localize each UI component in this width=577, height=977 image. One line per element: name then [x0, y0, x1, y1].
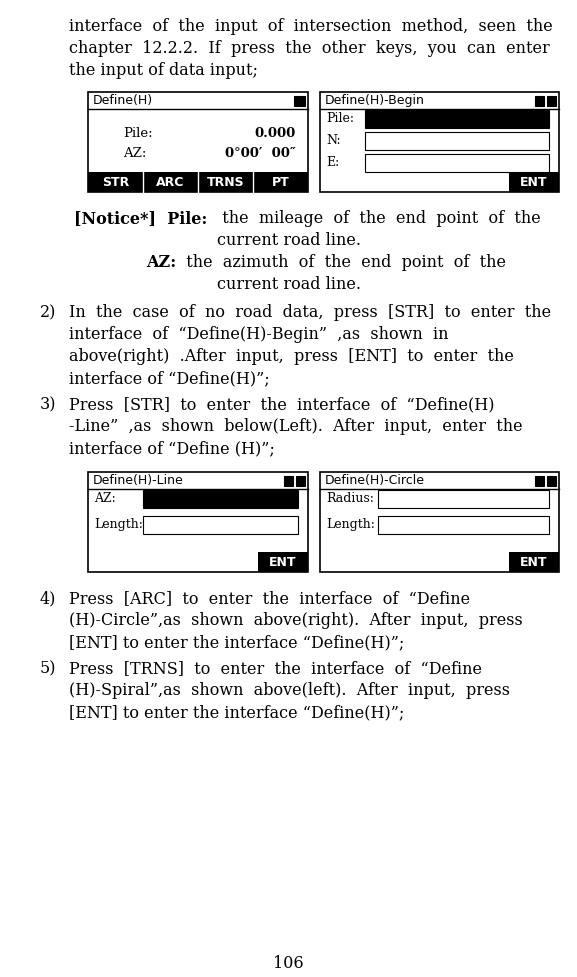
Text: In  the  case  of  no  road  data,  press  [STR]  to  enter  the: In the case of no road data, press [STR]… [69, 304, 551, 321]
Text: the  azimuth  of  the  end  point  of  the: the azimuth of the end point of the [176, 254, 506, 271]
Bar [143, 172, 198, 192]
Text: interface  of  the  input  of  intersection  method,  seen  the: interface of the input of intersection m… [69, 18, 553, 35]
Bar [284, 476, 293, 486]
Bar [320, 92, 559, 192]
Bar [365, 110, 549, 128]
Text: the  mileage  of  the  end  point  of  the: the mileage of the end point of the [212, 210, 541, 227]
Text: Define(H): Define(H) [93, 94, 153, 107]
Text: 4): 4) [40, 590, 57, 607]
Text: current road line.: current road line. [217, 276, 361, 293]
Text: the input of data input;: the input of data input; [69, 62, 258, 79]
Text: (H)-Spiral”,as  shown  above(left).  After  input,  press: (H)-Spiral”,as shown above(left). After … [69, 682, 510, 699]
Bar [320, 472, 559, 572]
Bar [365, 154, 549, 172]
Text: above(right)  .After  input,  press  [ENT]  to  enter  the: above(right) .After input, press [ENT] t… [69, 348, 514, 365]
Bar [294, 96, 305, 106]
Bar [88, 472, 308, 572]
Text: Length:: Length: [326, 518, 375, 531]
Text: 106: 106 [273, 955, 304, 972]
Bar [365, 132, 549, 150]
Bar [547, 96, 556, 106]
Text: Pile:: Pile: [326, 112, 354, 125]
Text: [ENT] to enter the interface “Define(H)”;: [ENT] to enter the interface “Define(H)”… [69, 634, 404, 651]
Text: STR: STR [102, 176, 129, 189]
Text: Radius:: Radius: [326, 492, 374, 505]
Text: AZ:: AZ: [94, 492, 116, 505]
Bar [547, 476, 556, 486]
Bar [535, 476, 544, 486]
Text: 2): 2) [40, 304, 57, 321]
Text: Define(H)-Line: Define(H)-Line [93, 474, 183, 487]
Text: current road line.: current road line. [217, 232, 361, 249]
Text: Pile:: Pile: [123, 127, 153, 140]
Bar [143, 516, 298, 534]
Text: PT: PT [272, 176, 290, 189]
Bar [143, 490, 298, 508]
Text: 0.000: 0.000 [255, 127, 296, 140]
Text: ENT: ENT [269, 556, 297, 569]
Text: Press  [ARC]  to  enter  the  interface  of  “Define: Press [ARC] to enter the interface of “D… [69, 590, 470, 607]
Bar [535, 96, 544, 106]
Bar [253, 172, 308, 192]
Text: ARC: ARC [156, 176, 185, 189]
Bar [378, 516, 549, 534]
Text: (H)-Circle”,as  shown  above(right).  After  input,  press: (H)-Circle”,as shown above(right). After… [69, 612, 523, 629]
Bar [198, 172, 253, 192]
Bar [378, 490, 549, 508]
Text: [ENT] to enter the interface “Define(H)”;: [ENT] to enter the interface “Define(H)”… [69, 704, 404, 721]
Text: Define(H)-Begin: Define(H)-Begin [325, 94, 425, 107]
Bar [296, 476, 305, 486]
Text: 5): 5) [40, 660, 57, 677]
Text: -Line”  ,as  shown  below(Left).  After  input,  enter  the: -Line” ,as shown below(Left). After inpu… [69, 418, 523, 435]
Text: E:: E: [326, 156, 339, 169]
Bar [258, 552, 308, 572]
Text: interface  of  “Define(H)-Begin”  ,as  shown  in: interface of “Define(H)-Begin” ,as shown… [69, 326, 448, 343]
Text: TRNS: TRNS [207, 176, 244, 189]
Text: AZ:: AZ: [123, 147, 147, 160]
Bar [88, 92, 308, 192]
Bar [509, 552, 559, 572]
Text: chapter  12.2.2.  If  press  the  other  keys,  you  can  enter: chapter 12.2.2. If press the other keys,… [69, 40, 550, 57]
Text: N:: N: [326, 134, 340, 147]
Bar [88, 172, 143, 192]
Text: AZ:: AZ: [146, 254, 176, 271]
Text: 3): 3) [40, 396, 57, 413]
Text: ENT: ENT [520, 556, 548, 569]
Text: interface of “Define (H)”;: interface of “Define (H)”; [69, 440, 275, 457]
Text: interface of “Define(H)”;: interface of “Define(H)”; [69, 370, 270, 387]
Bar [509, 172, 559, 192]
Text: ENT: ENT [520, 176, 548, 189]
Text: 0°00′  00″: 0°00′ 00″ [225, 147, 296, 160]
Text: Length:: Length: [94, 518, 143, 531]
Text: [Notice*]  Pile:: [Notice*] Pile: [74, 210, 207, 227]
Text: Press  [TRNS]  to  enter  the  interface  of  “Define: Press [TRNS] to enter the interface of “… [69, 660, 482, 677]
Text: Define(H)-Circle: Define(H)-Circle [325, 474, 425, 487]
Text: Press  [STR]  to  enter  the  interface  of  “Define(H): Press [STR] to enter the interface of “D… [69, 396, 494, 413]
